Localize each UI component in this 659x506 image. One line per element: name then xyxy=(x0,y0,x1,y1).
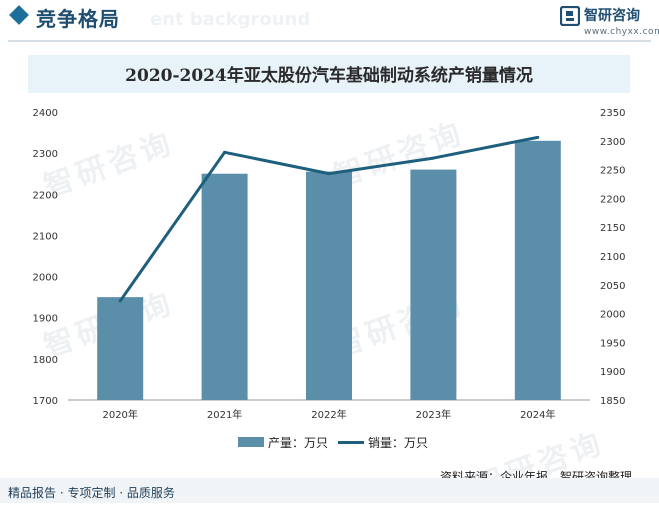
title-band xyxy=(28,55,630,93)
bar xyxy=(201,173,248,400)
left-axis: 1700 1800 1900 2000 2100 2200 2300 2400 xyxy=(33,108,58,407)
x-tick-label: 2021年 xyxy=(207,408,242,421)
brand-url: www.chyxx.com xyxy=(584,27,659,37)
right-tick-label: 2100 xyxy=(600,252,625,263)
right-tick-label: 1900 xyxy=(600,367,625,378)
x-tick-label: 2022年 xyxy=(311,408,346,421)
bar xyxy=(514,140,561,401)
line-point xyxy=(327,172,331,176)
line-point xyxy=(223,150,227,154)
bar-series xyxy=(97,140,561,401)
header-divider xyxy=(8,40,651,42)
left-tick-label: 2000 xyxy=(33,273,58,284)
left-tick-label: 1900 xyxy=(33,314,58,325)
x-tick-label: 2024年 xyxy=(520,408,555,421)
right-tick-label: 2050 xyxy=(600,281,625,292)
legend-bar-label: 产量：万只 xyxy=(268,436,329,450)
left-tick-label: 2400 xyxy=(33,108,58,119)
bar xyxy=(410,169,457,400)
legend-line-swatch xyxy=(338,441,364,444)
header: ent background 竞争格局 智研咨询 www.chyxx.com xyxy=(0,0,659,40)
section-title: 竞争格局 xyxy=(36,7,120,31)
right-tick-label: 2250 xyxy=(600,166,625,177)
brand: 智研咨询 www.chyxx.com xyxy=(560,5,659,39)
line-series xyxy=(118,135,540,303)
left-tick-label: 1700 xyxy=(33,396,58,407)
right-tick-label: 2200 xyxy=(600,194,625,205)
chart-title: 2020-2024年亚太股份汽车基础制动系统产销量情况 xyxy=(125,66,533,86)
footer-band xyxy=(0,478,659,503)
right-tick-label: 2350 xyxy=(600,108,625,119)
x-tick-label: 2023年 xyxy=(416,408,451,421)
line-point xyxy=(431,156,435,160)
bar xyxy=(306,171,352,400)
footer-text: 精品报告 · 专项定制 · 品质服务 xyxy=(8,486,175,500)
left-tick-label: 2200 xyxy=(33,190,58,201)
bar xyxy=(97,297,144,400)
header-ghost-text: ent background xyxy=(150,9,311,30)
x-axis: 2020年 2021年 2022年 2023年 2024年 xyxy=(102,408,555,421)
right-axis: 1850 1900 1950 2000 2050 2100 2150 2200 2250 2300… xyxy=(600,108,625,407)
left-tick-label: 2100 xyxy=(33,231,58,242)
x-tick-label: 2020年 xyxy=(102,408,137,421)
right-tick-label: 2150 xyxy=(600,223,625,234)
right-tick-label: 1850 xyxy=(600,396,625,407)
left-tick-label: 1800 xyxy=(33,355,58,366)
left-tick-label: 2300 xyxy=(33,149,58,160)
brand-name: 智研咨询 xyxy=(584,8,640,24)
line-point xyxy=(536,135,540,139)
brand-logo-icon xyxy=(560,6,580,26)
legend-bar-swatch xyxy=(238,437,264,447)
legend-line-label: 销量：万只 xyxy=(368,436,429,450)
right-tick-label: 2000 xyxy=(600,310,625,321)
right-tick-label: 1950 xyxy=(600,338,625,349)
right-tick-label: 2300 xyxy=(600,137,625,148)
line-point xyxy=(118,299,122,303)
